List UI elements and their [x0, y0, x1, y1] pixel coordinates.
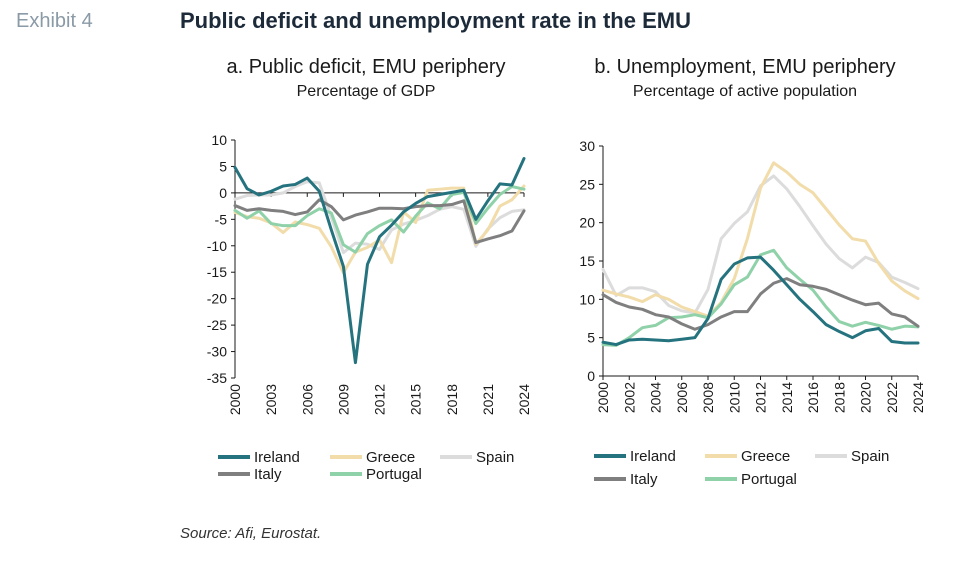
chart-a-legend-label-spain: Spain [476, 449, 514, 466]
exhibit-label: Exhibit 4 [16, 10, 93, 32]
chart-a-y-tick-label: -10 [207, 238, 227, 254]
chart-b-y-tick-label: 10 [579, 291, 595, 307]
chart-b-y-tick-label: 0 [587, 368, 595, 384]
chart-b-legend-label-portugal: Portugal [741, 471, 797, 488]
chart-a-x-tick-label: 2003 [263, 384, 279, 415]
chart-b-x-tick-label: 2006 [674, 382, 690, 413]
chart-a-y-tick-label: -35 [207, 370, 227, 386]
chart-a-x-tick-label: 2018 [444, 384, 460, 415]
chart-b-legend-label-ireland: Ireland [630, 448, 676, 465]
chart-a-legend-label-greece: Greece [366, 449, 415, 466]
chart-b-x-tick-label: 2008 [700, 382, 716, 413]
chart-b-y-tick-label: 5 [587, 330, 595, 346]
chart-a-x-tick-label: 2015 [408, 384, 424, 415]
chart-b-y-tick-label: 20 [579, 215, 595, 231]
chart-b-x-tick-label: 2022 [884, 382, 900, 413]
chart-b-x-tick-label: 2012 [753, 382, 769, 413]
chart-a-legend-label-italy: Italy [254, 466, 282, 483]
chart-b-title: b. Unemployment, EMU periphery [594, 56, 896, 78]
chart-b-x-tick-label: 2024 [910, 382, 926, 413]
chart-b-x-tick-label: 2004 [648, 382, 664, 413]
chart-a-title: a. Public deficit, EMU periphery [226, 56, 506, 78]
chart-a-y-tick-label: -15 [207, 264, 227, 280]
chart-a-y-tick-label: -20 [207, 291, 227, 307]
chart-a-subtitle: Percentage of GDP [296, 83, 436, 100]
chart-b-x-tick-label: 2000 [595, 382, 611, 413]
chart-b-y-tick-label: 15 [579, 253, 595, 269]
chart-b-x-tick-label: 2010 [726, 382, 742, 413]
chart-a-x-tick-label: 2000 [227, 384, 243, 415]
chart-a-series-italy [233, 198, 526, 245]
chart-a-x-tick-label: 2009 [335, 384, 351, 415]
chart-b-x-tick-label: 2020 [858, 382, 874, 413]
chart-a-y-tick-label: -30 [207, 344, 227, 360]
chart-a-y-tick-label: -5 [215, 211, 228, 227]
chart-a-x-tick-label: 2024 [516, 384, 532, 415]
chart-a-y-tick-label: -25 [207, 317, 227, 333]
chart-a-y-tick-label: 0 [219, 185, 227, 201]
chart-b-y-tick-label: 30 [579, 138, 595, 154]
chart-b-series-greece [601, 161, 920, 318]
chart-b-x-tick-label: 2018 [831, 382, 847, 413]
source-note: Source: Afi, Eurostat. [180, 525, 322, 542]
chart-b-subtitle: Percentage of active population [632, 83, 858, 100]
chart-b-legend-label-spain: Spain [851, 448, 889, 465]
chart-b-x-tick-label: 2014 [779, 382, 795, 413]
chart-b-legend-label-greece: Greece [741, 448, 790, 465]
chart-a-legend-label-portugal: Portugal [366, 466, 422, 483]
chart-a-series-portugal [233, 185, 526, 254]
chart-b-legend-label-italy: Italy [630, 471, 658, 488]
chart-b-x-tick-label: 2002 [621, 382, 637, 413]
chart-a-y-tick-label: 10 [211, 132, 227, 148]
chart-b-x-tick-label: 2016 [805, 382, 821, 413]
chart-a-x-tick-label: 2006 [299, 384, 315, 415]
chart-a-series-ireland [233, 157, 526, 365]
chart-b-series-italy [601, 277, 920, 331]
chart-a-y-tick-label: 5 [219, 158, 227, 174]
chart-b-y-tick-label: 25 [579, 176, 595, 192]
chart-a-x-tick-label: 2012 [372, 384, 388, 415]
chart-a-series-spain [233, 180, 526, 255]
chart-a-x-tick-label: 2021 [480, 384, 496, 415]
chart-b-series-portugal [601, 248, 920, 347]
page-title: Public deficit and unemployment rate in … [180, 8, 691, 33]
chart-a-legend-label-ireland: Ireland [254, 449, 300, 466]
chart-b-series-ireland [601, 255, 920, 347]
